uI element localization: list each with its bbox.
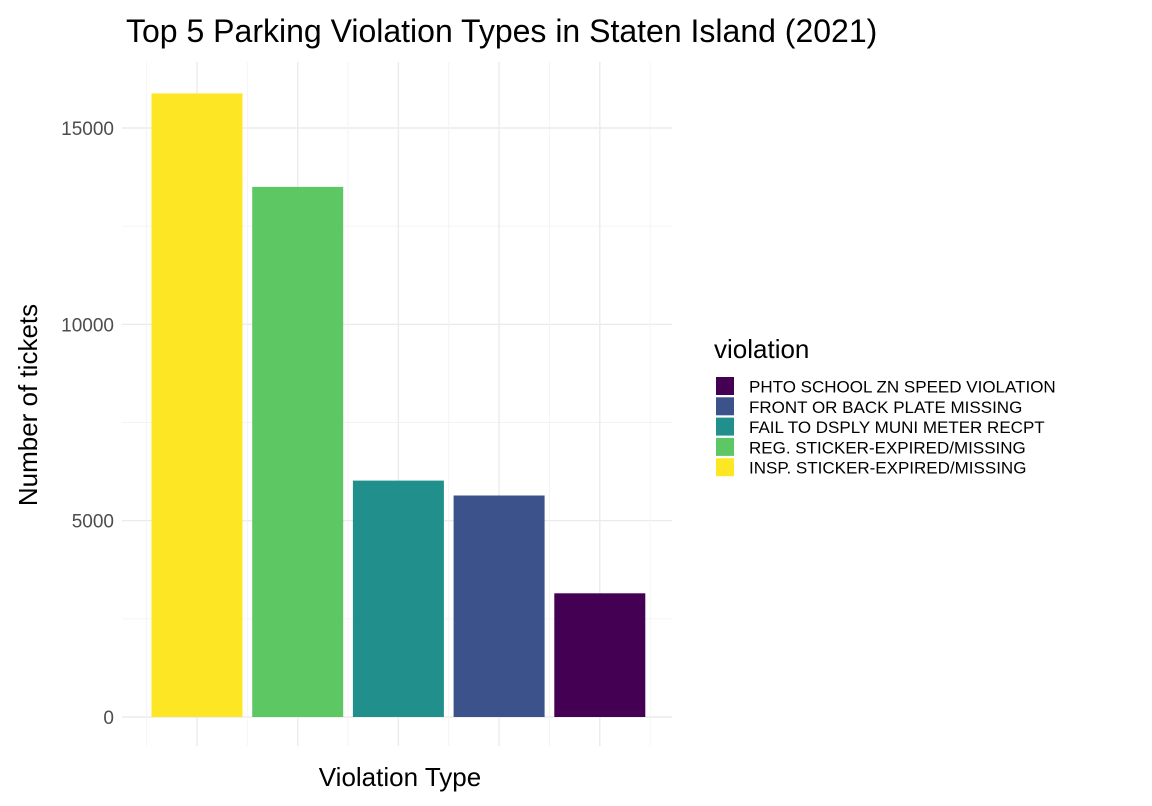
legend-swatch bbox=[716, 417, 734, 436]
y-tick-label: 5000 bbox=[72, 512, 114, 533]
chart-title: Top 5 Parking Violation Types in Staten … bbox=[126, 13, 877, 49]
bar bbox=[554, 593, 646, 717]
legend-item: PHTO SCHOOL ZN SPEED VIOLATION bbox=[716, 377, 1056, 397]
legend-item: INSP. STICKER-EXPIRED/MISSING bbox=[716, 458, 1026, 478]
legend-title: violation bbox=[714, 334, 809, 364]
legend-item: REG. STICKER-EXPIRED/MISSING bbox=[716, 437, 1026, 457]
legend-swatch bbox=[716, 437, 734, 456]
y-tick-label: 15000 bbox=[61, 119, 114, 140]
legend-swatch bbox=[716, 458, 734, 477]
bar bbox=[252, 186, 344, 717]
y-axis-ticks: 0 5000 10000 15000 bbox=[61, 119, 114, 729]
legend-swatch bbox=[716, 377, 734, 395]
legend-label: FRONT OR BACK PLATE MISSING bbox=[749, 398, 1022, 417]
y-axis-title: Number of tickets bbox=[13, 304, 43, 506]
legend-swatch bbox=[716, 397, 734, 416]
bar bbox=[453, 495, 545, 717]
y-tick-label: 0 bbox=[103, 708, 114, 729]
legend-label: REG. STICKER-EXPIRED/MISSING bbox=[749, 438, 1026, 457]
legend-item: FRONT OR BACK PLATE MISSING bbox=[716, 397, 1022, 417]
bars bbox=[151, 93, 646, 717]
legend: violation PHTO SCHOOL ZN SPEED VIOLATION… bbox=[714, 334, 1056, 478]
legend-label: FAIL TO DSPLY MUNI METER RECPT bbox=[749, 418, 1045, 437]
legend-label: PHTO SCHOOL ZN SPEED VIOLATION bbox=[749, 378, 1056, 397]
legend-item: FAIL TO DSPLY MUNI METER RECPT bbox=[716, 417, 1045, 437]
bar bbox=[151, 93, 243, 717]
legend-label: INSP. STICKER-EXPIRED/MISSING bbox=[749, 459, 1026, 478]
bar bbox=[352, 480, 444, 717]
y-tick-label: 10000 bbox=[61, 315, 114, 336]
x-axis-title: Violation Type bbox=[319, 762, 481, 792]
